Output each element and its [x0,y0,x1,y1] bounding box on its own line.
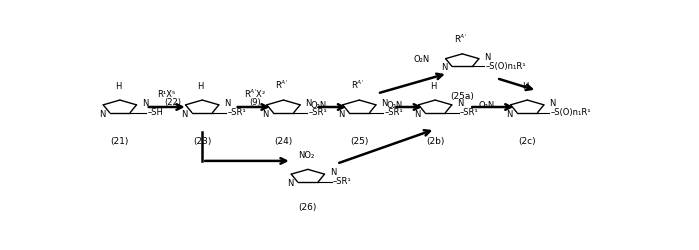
Text: –S(O)n₁R¹: –S(O)n₁R¹ [551,108,591,117]
Text: N: N [287,179,294,188]
Text: N: N [263,110,269,119]
Text: R¹X⁵: R¹X⁵ [157,90,176,99]
Text: –SR¹: –SR¹ [227,108,246,117]
Text: R$^{A'}$: R$^{A'}$ [351,78,364,91]
Text: –SR¹: –SR¹ [308,108,327,117]
Text: N: N [441,64,447,72]
Text: O₂N: O₂N [310,101,326,110]
Text: N: N [224,99,231,108]
Text: O₂N: O₂N [478,101,494,110]
Text: (2b): (2b) [426,137,445,146]
Text: H: H [115,82,122,91]
Text: N: N [415,110,421,119]
Text: H: H [197,82,204,91]
Text: N: N [382,99,388,108]
Text: –SR¹: –SR¹ [384,108,403,117]
Text: H: H [522,82,529,91]
Text: N: N [457,99,463,108]
Text: (2c): (2c) [519,137,536,146]
Text: (25a): (25a) [450,92,474,101]
Text: R$^{A'}$: R$^{A'}$ [275,78,289,91]
Text: N: N [99,110,106,119]
Text: (24): (24) [274,137,293,146]
Text: O₂N: O₂N [413,55,429,64]
Text: (21): (21) [110,137,129,146]
Text: NO₂: NO₂ [298,151,315,160]
Text: (25): (25) [350,137,368,146]
Text: N: N [484,52,491,62]
Text: (22): (22) [165,98,182,107]
Text: N: N [549,99,556,108]
Text: (9): (9) [249,98,261,107]
Text: R$^{A'}$X²: R$^{A'}$X² [243,87,266,100]
Text: (26): (26) [298,202,317,211]
Text: N: N [142,99,148,108]
Text: N: N [305,99,312,108]
Text: N: N [181,110,187,119]
Text: N: N [506,110,512,119]
Text: N: N [330,168,336,177]
Text: N: N [338,110,345,119]
Text: –SH: –SH [147,108,164,117]
Text: R$^{A'}$: R$^{A'}$ [454,32,468,44]
Text: O₂N: O₂N [386,101,402,110]
Text: (23): (23) [193,137,211,146]
Text: –SR¹: –SR¹ [460,108,479,117]
Text: –SR¹: –SR¹ [333,178,352,186]
Text: H: H [431,82,437,91]
Text: –S(O)n₁R¹: –S(O)n₁R¹ [486,62,526,71]
